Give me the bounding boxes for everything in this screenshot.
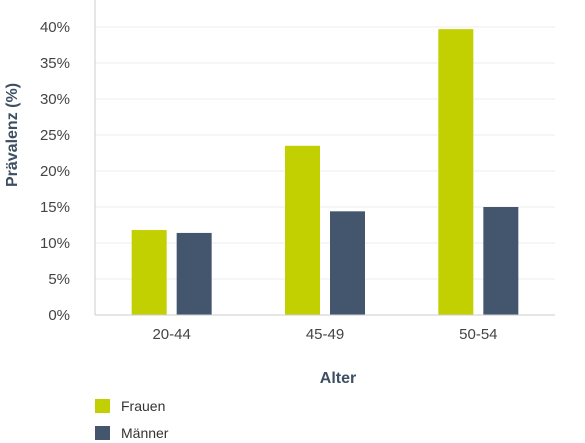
y-tick-label: 5% <box>48 271 70 288</box>
y-tick-labels: 0% 5% 10% 15% 20% 25% 30% 35% 40% <box>40 19 70 324</box>
y-tick-label: 35% <box>40 55 70 72</box>
y-tick-label: 0% <box>48 307 70 324</box>
bar-männer-45-49 <box>330 211 365 315</box>
y-tick-label: 20% <box>40 163 70 180</box>
x-tick-label: 20-44 <box>152 326 190 343</box>
bar-männer-20-44 <box>176 232 212 315</box>
y-axis-title: Prävalenz (%) <box>4 83 21 187</box>
y-tick-label: 30% <box>40 91 70 108</box>
y-tick-label: 10% <box>40 235 70 252</box>
bar-frauen-45-49 <box>285 145 320 315</box>
legend-label-frauen: Frauen <box>121 398 165 414</box>
legend: Frauen Männer <box>95 398 169 441</box>
grid-lines <box>95 26 555 280</box>
x-tick-label: 50-54 <box>459 326 497 343</box>
x-tick-label: 45-49 <box>306 326 344 343</box>
bars <box>131 29 519 315</box>
legend-label-männer: Männer <box>121 425 169 441</box>
x-tick-labels: 20-44 45-49 50-54 <box>152 326 497 343</box>
y-tick-label: 15% <box>40 199 70 216</box>
y-tick-label: 40% <box>40 19 70 36</box>
bar-männer-50-54 <box>483 207 519 315</box>
bar-frauen-50-54 <box>438 29 474 315</box>
x-axis-title: Alter <box>320 370 356 387</box>
y-tick-label: 25% <box>40 127 70 144</box>
bar-frauen-20-44 <box>131 230 167 315</box>
legend-swatch-frauen <box>95 399 110 413</box>
legend-swatch-männer <box>95 426 110 440</box>
